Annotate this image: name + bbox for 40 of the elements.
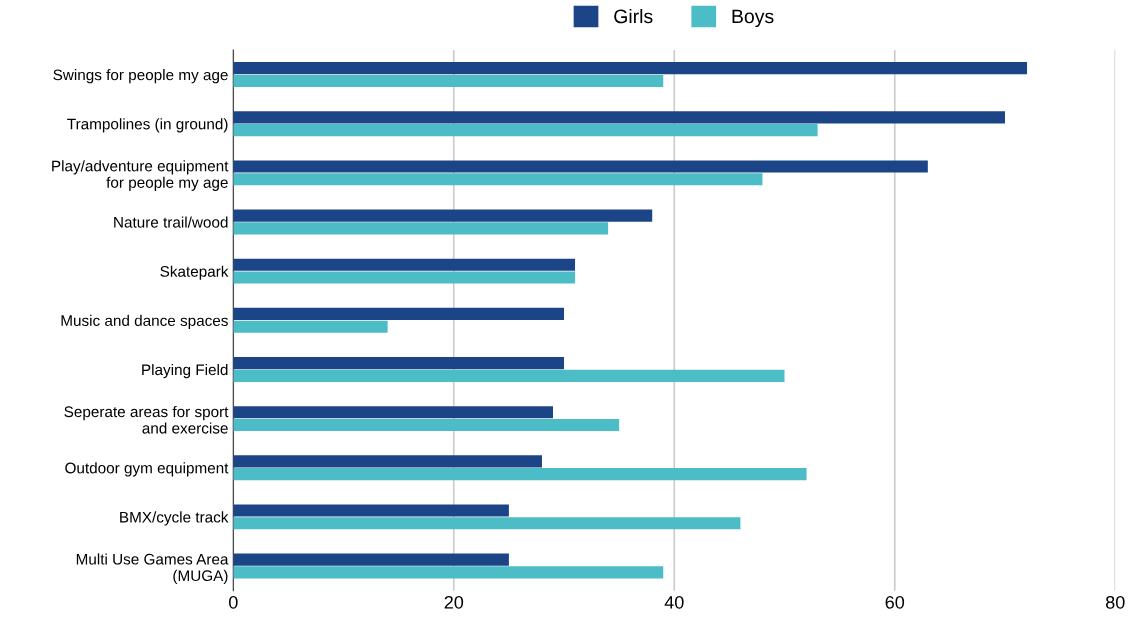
bar: [233, 222, 609, 235]
legend-label: Girls: [614, 8, 653, 24]
bar: [233, 209, 653, 222]
y-tick-label: Playing Field: [142, 363, 228, 379]
y-tick-label: BMX/cycle track: [120, 511, 229, 526]
bar: [233, 307, 565, 320]
y-tick-label: Seperate areas for sport and exercise: [64, 405, 229, 434]
bar: [233, 566, 664, 579]
x-tick-label: 40: [664, 595, 684, 609]
y-tick-label: Multi Use Games Area (MUGA): [76, 553, 229, 585]
y-tick-label: Nature trail/wood: [114, 216, 228, 228]
bar: [233, 173, 763, 186]
x-tick-label: 0: [228, 595, 238, 609]
bar: [233, 418, 620, 432]
y-tick-label: Skatepark: [160, 265, 229, 280]
x-tick-label: 80: [1105, 595, 1125, 609]
bar: [233, 74, 664, 88]
x-tick-label: 60: [885, 595, 905, 609]
bar: [233, 504, 509, 517]
y-tick-label: Swings for people my age: [53, 69, 228, 84]
bar: [233, 271, 576, 284]
bar: [233, 258, 576, 271]
y-tick-label: Music and dance spaces: [61, 314, 228, 330]
bar: [233, 455, 542, 468]
y-tick-label: Outdoor gym equipment: [65, 462, 229, 477]
bar: [233, 553, 509, 566]
bar: [233, 320, 388, 333]
bar: [233, 468, 807, 481]
y-tick-label: Play/adventure equipment for people my age: [52, 160, 229, 191]
bar: [233, 124, 818, 137]
bar: [233, 406, 553, 419]
bar: [233, 160, 928, 173]
bar: [233, 62, 1028, 75]
legend-label: Boys: [732, 9, 774, 28]
bar: [233, 111, 1005, 124]
bar: [233, 357, 565, 370]
y-tick-label: Trampolines (in ground): [67, 118, 228, 133]
bar: [233, 517, 741, 530]
x-tick-label: 20: [444, 595, 464, 609]
bar: [233, 369, 785, 382]
